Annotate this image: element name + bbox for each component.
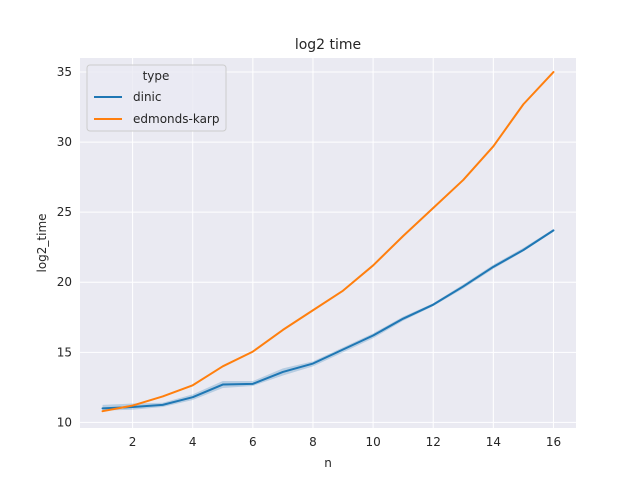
legend-box: [86, 64, 227, 132]
x-tick-label: 2: [129, 435, 137, 449]
legend: type dinic edmonds-karp: [86, 64, 227, 132]
x-tick-label: 6: [249, 435, 257, 449]
y-tick-label: 15: [57, 345, 72, 359]
x-tick-label: 4: [189, 435, 197, 449]
y-tick-label: 10: [57, 415, 72, 429]
chart-title: log2 time: [295, 37, 361, 53]
series-line-edmonds-karp: [101, 71, 555, 413]
x-tick-label: 8: [309, 435, 317, 449]
y-tick-label: 20: [57, 275, 72, 289]
series-line-dinic: [101, 229, 555, 410]
legend-title: type: [143, 69, 170, 83]
series-lines: [101, 71, 555, 413]
grid: [80, 58, 576, 428]
x-tick-label: 10: [365, 435, 380, 449]
y-tick-labels: 10 15 20 25 30 35: [57, 65, 72, 429]
x-tick-label: 16: [546, 435, 561, 449]
x-tick-label: 12: [426, 435, 441, 449]
y-tick-label: 30: [57, 135, 72, 149]
legend-label-dinic: dinic: [133, 90, 162, 104]
y-tick-label: 25: [57, 205, 72, 219]
x-tick-labels: 2 4 6 8 10 12 14 16: [129, 435, 561, 449]
y-axis-label: log2_time: [35, 213, 49, 272]
x-axis-label: n: [324, 456, 332, 470]
legend-label-edmonds-karp: edmonds-karp: [133, 112, 219, 126]
x-tick-label: 14: [486, 435, 501, 449]
y-tick-label: 35: [57, 65, 72, 79]
